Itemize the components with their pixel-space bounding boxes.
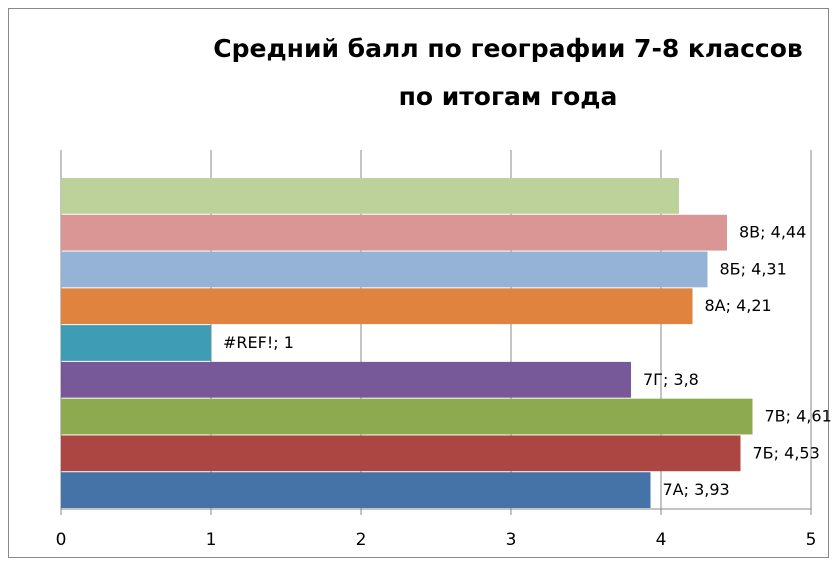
bar xyxy=(61,325,211,361)
x-tick-label: 1 xyxy=(206,530,217,550)
data-label: 7А; 3,93 xyxy=(663,480,730,499)
x-tick-label: 5 xyxy=(806,530,817,550)
bar xyxy=(61,288,693,325)
x-tick-label: 0 xyxy=(56,530,67,550)
bar xyxy=(61,435,741,472)
x-tick-label: 4 xyxy=(656,530,667,550)
data-label: 8В; 4,44 xyxy=(739,223,806,242)
data-label: 7Б; 4,53 xyxy=(753,443,820,462)
bar xyxy=(61,398,753,435)
bar xyxy=(61,214,727,251)
data-label: 8А; 4,21 xyxy=(705,296,772,315)
bar xyxy=(61,178,679,214)
bar xyxy=(61,361,631,398)
data-label: 7Г; 3,8 xyxy=(643,370,699,389)
bar xyxy=(61,251,708,288)
bar xyxy=(61,472,651,508)
chart-title: по итогам года xyxy=(399,82,618,111)
data-label: 8Б; 4,31 xyxy=(720,259,787,278)
data-label: 7В; 4,61 xyxy=(765,407,832,426)
x-tick-label: 2 xyxy=(356,530,367,550)
chart-title: Средний балл по географии 7-8 классов xyxy=(213,34,802,63)
x-tick-label: 3 xyxy=(506,530,517,550)
data-label: #REF!; 1 xyxy=(223,333,294,352)
